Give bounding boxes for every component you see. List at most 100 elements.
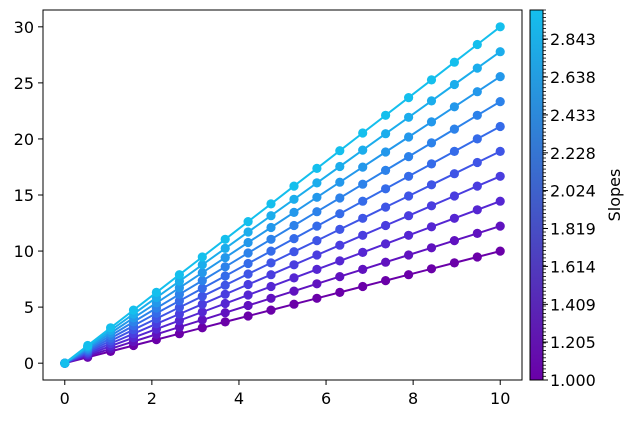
data-point — [381, 239, 391, 249]
series-5 — [60, 146, 505, 368]
data-point — [472, 181, 482, 191]
data-point — [220, 271, 230, 281]
series-10 — [60, 22, 505, 368]
data-point — [197, 260, 207, 270]
data-point — [151, 287, 161, 297]
data-point — [312, 250, 322, 260]
data-point — [335, 209, 345, 219]
data-point — [335, 272, 345, 282]
data-point — [312, 192, 322, 202]
data-point — [472, 39, 482, 50]
colorbar: 1.000 1.205 1.409 1.614 1.819 2.024 2.228 2.433… — [529, 9, 624, 390]
data-point — [449, 213, 459, 223]
x-tick-label: 0 — [60, 389, 70, 408]
data-point — [404, 191, 414, 201]
data-point — [335, 287, 345, 297]
colorbar-tick-label: 1.614 — [550, 257, 596, 276]
data-point — [266, 222, 276, 233]
data-point — [197, 276, 207, 286]
series-2 — [60, 221, 505, 368]
data-point — [472, 63, 482, 73]
series-4 — [60, 171, 505, 368]
data-point — [312, 293, 322, 303]
data-point — [128, 305, 139, 315]
data-point — [449, 169, 459, 179]
data-point — [426, 243, 437, 253]
data-point — [174, 316, 184, 326]
data-point — [449, 79, 459, 90]
data-point — [174, 329, 184, 339]
data-point — [426, 117, 437, 127]
y-tick-label: 0 — [24, 354, 34, 373]
data-point — [358, 162, 368, 172]
data-point — [358, 213, 368, 223]
data-point — [358, 128, 368, 138]
data-point — [358, 179, 368, 189]
data-point — [289, 207, 299, 217]
data-point — [381, 147, 391, 157]
data-point — [289, 181, 299, 191]
data-point — [495, 97, 505, 107]
data-point — [312, 207, 322, 217]
x-tick-label: 6 — [321, 389, 331, 408]
data-point — [197, 315, 207, 325]
series-1 — [60, 246, 505, 368]
data-point — [495, 171, 505, 181]
data-point — [495, 146, 505, 156]
data-point — [220, 253, 230, 263]
data-point — [495, 196, 505, 206]
colorbar-tick-label: 2.843 — [550, 30, 596, 49]
colorbar-label: Slopes — [605, 169, 624, 222]
data-point — [174, 322, 184, 332]
data-point — [174, 302, 184, 312]
data-point — [220, 289, 230, 299]
x-tick-label: 4 — [234, 389, 244, 408]
data-point — [106, 323, 116, 333]
data-point — [289, 194, 299, 204]
data-point — [266, 211, 276, 221]
data-point — [174, 276, 184, 286]
colorbar-gradient — [529, 9, 544, 381]
colorbar-tick-label: 2.433 — [550, 106, 596, 125]
data-point — [426, 201, 437, 211]
x-tick-label: 8 — [408, 389, 418, 408]
data-point — [472, 110, 482, 120]
data-point — [495, 22, 505, 32]
data-point — [404, 132, 414, 142]
data-point — [174, 283, 184, 293]
data-point — [312, 163, 322, 173]
data-point — [495, 47, 505, 57]
data-point — [174, 309, 184, 319]
data-point — [472, 252, 482, 262]
data-point — [197, 252, 207, 262]
data-point — [266, 293, 276, 303]
data-point — [266, 270, 276, 280]
data-point — [404, 112, 414, 122]
data-point — [381, 257, 391, 267]
data-point — [381, 276, 391, 286]
data-point — [335, 177, 345, 187]
data-point — [266, 246, 276, 256]
data-point — [472, 157, 482, 168]
data-point — [381, 202, 391, 212]
data-point — [266, 281, 276, 292]
data-point — [449, 57, 459, 67]
data-point — [289, 234, 299, 244]
data-point — [243, 258, 253, 269]
data-point — [243, 248, 253, 258]
series-9 — [60, 47, 505, 368]
data-point — [266, 199, 276, 209]
data-point — [174, 270, 184, 280]
data-point — [289, 286, 299, 296]
data-point — [243, 300, 253, 311]
data-point — [312, 236, 322, 246]
data-point — [449, 124, 459, 134]
y-tick-label: 10 — [14, 242, 34, 261]
data-point — [289, 299, 299, 309]
colorbar-tick-label: 1.000 — [550, 371, 596, 390]
data-point — [243, 269, 253, 279]
data-point — [404, 211, 414, 221]
data-point — [495, 221, 505, 231]
data-point — [335, 256, 345, 266]
data-point — [174, 296, 184, 306]
